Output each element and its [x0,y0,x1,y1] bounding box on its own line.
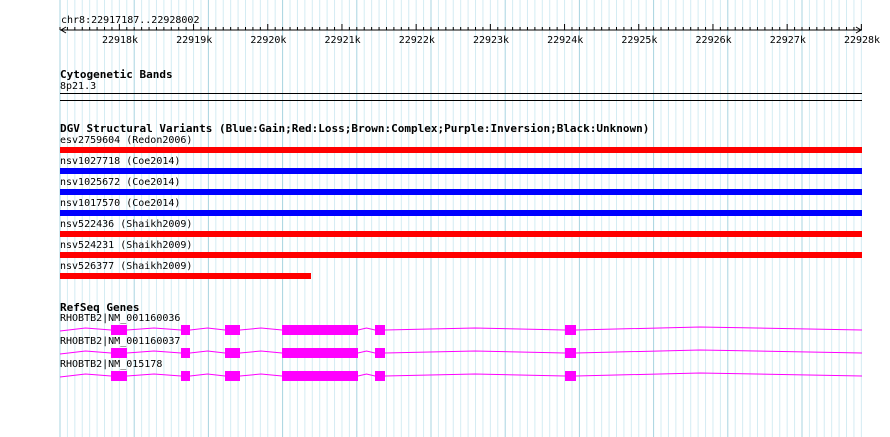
ruler-tick-label: 22928k [843,35,881,46]
gene-exon [565,371,576,381]
cytoband-label[interactable]: 8p21.3 [60,81,97,92]
variant-label[interactable]: nsv1025672 (Coe2014) [60,177,181,188]
ruler-tick-label: 22918k [101,35,139,46]
variant-bar[interactable] [60,168,862,174]
gene-exon [375,371,385,381]
variant-label[interactable]: nsv1027718 (Coe2014) [60,156,181,167]
gene-exon [181,371,190,381]
gene-exon [225,371,240,381]
dgv-track-title: DGV Structural Variants (Blue:Gain;Red:L… [60,122,650,135]
ruler-tick-label: 22924k [547,35,584,46]
variant-bar[interactable] [60,189,862,195]
gene-exon [375,348,385,358]
ruler-tick-label: 22926k [695,35,732,46]
gene-exon [282,348,358,358]
variant-bar[interactable] [60,273,311,279]
gene-model[interactable] [0,323,890,337]
gene-label[interactable]: RHOBTB2|NM_001160037 [60,336,181,347]
variant-bar[interactable] [60,210,862,216]
refseq-track-title: RefSeq Genes [60,301,140,314]
gene-intron-line [59,372,863,378]
variant-label[interactable]: nsv522436 (Shaikh2009) [60,219,193,230]
cytoband-line-bottom [60,100,862,101]
gene-exon [181,348,190,358]
ruler-tick-label: 22922k [398,35,435,46]
gene-exon [282,371,358,381]
gene-exon [111,325,127,335]
variant-label[interactable]: esv2759604 (Redon2006) [60,135,193,146]
gene-exon [111,371,127,381]
gene-exon [225,325,240,335]
gene-exon [225,348,240,358]
gene-label[interactable]: RHOBTB2|NM_015178 [60,359,163,370]
cytogenetic-bands-title: Cytogenetic Bands [60,68,173,81]
ruler-tick-label: 22923k [472,35,510,46]
variant-bar[interactable] [60,252,862,258]
coordinate-ruler[interactable]: chr8:22917187..22928002 22918k 22919k 2292… [0,0,890,60]
cytoband-line-top [60,93,862,94]
gene-model[interactable] [0,346,890,360]
position-label: chr8:22917187..22928002 [61,15,200,26]
gene-exon [282,325,358,335]
ruler-tick-label: 22925k [621,35,658,46]
gene-exon [565,348,576,358]
ruler-tick-label: 22920k [250,35,287,46]
variant-label[interactable]: nsv524231 (Shaikh2009) [60,240,193,251]
gene-intron-line [59,326,863,332]
gene-label[interactable]: RHOBTB2|NM_001160036 [60,313,181,324]
variant-label[interactable]: nsv1017570 (Coe2014) [60,198,181,209]
gene-exon [565,325,576,335]
ruler-tick-label: 22919k [176,35,213,46]
ruler-tick-label: 22927k [769,35,806,46]
ruler-axis [59,24,862,34]
gene-intron-line [59,349,863,355]
variant-label[interactable]: nsv526377 (Shaikh2009) [60,261,193,272]
ruler-tick-label: 22921k [324,35,361,46]
gene-exon [375,325,385,335]
variant-bar[interactable] [60,231,862,237]
gene-exon [181,325,190,335]
gene-model[interactable] [0,369,890,383]
variant-bar[interactable] [60,147,862,153]
gene-exon [111,348,127,358]
